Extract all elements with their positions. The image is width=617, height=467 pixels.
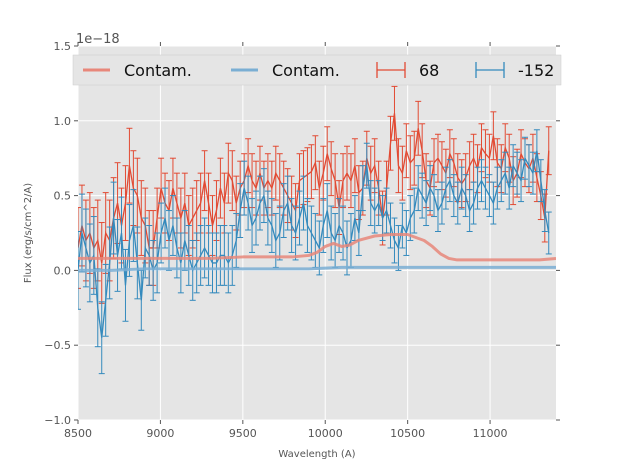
- legend-errorbar-icon-blue: [475, 62, 505, 78]
- series-group: [78, 85, 556, 375]
- y-tick-label: 1.0: [54, 115, 72, 128]
- y-tick-label: 0.5: [54, 190, 72, 203]
- y-tick-label: −0.5: [44, 339, 71, 352]
- y-axis-label: Flux (erg/s/cm^2/A): [23, 183, 34, 283]
- x-tick-label: 11000: [473, 427, 508, 440]
- errorbar-series--152: [78, 129, 552, 375]
- y-tick-label: 1.5: [54, 40, 72, 53]
- legend-errorbar-icon-red: [376, 62, 406, 78]
- legend-label: Contam.: [124, 61, 192, 80]
- legend-label: 68: [419, 61, 439, 80]
- y-tick-label: −1.0: [44, 414, 71, 427]
- legend-label: -152: [518, 61, 554, 80]
- series-layer: [78, 85, 556, 375]
- series-line: [78, 150, 550, 338]
- x-tick-label: 10000: [308, 427, 343, 440]
- legend-label: Contam.: [272, 61, 340, 80]
- series-line: [78, 113, 550, 264]
- x-tick-label: 10500: [390, 427, 425, 440]
- x-tick-label: 9500: [229, 427, 257, 440]
- legend: Contam. Contam. 68 -152: [72, 54, 562, 86]
- y-tick-label: 0.0: [54, 264, 72, 277]
- x-axis-label: Wavelength (A): [278, 449, 355, 460]
- x-tick-label: 9000: [146, 427, 174, 440]
- contam-line: [78, 265, 556, 272]
- offset-label: 1e−18: [76, 32, 120, 47]
- x-tick-label: 8500: [64, 427, 92, 440]
- contam-line: [78, 232, 556, 262]
- ticks: 8500 9000 9500 10000 10500 11000 −1.0 −0.5 0.0 0.…: [44, 40, 560, 440]
